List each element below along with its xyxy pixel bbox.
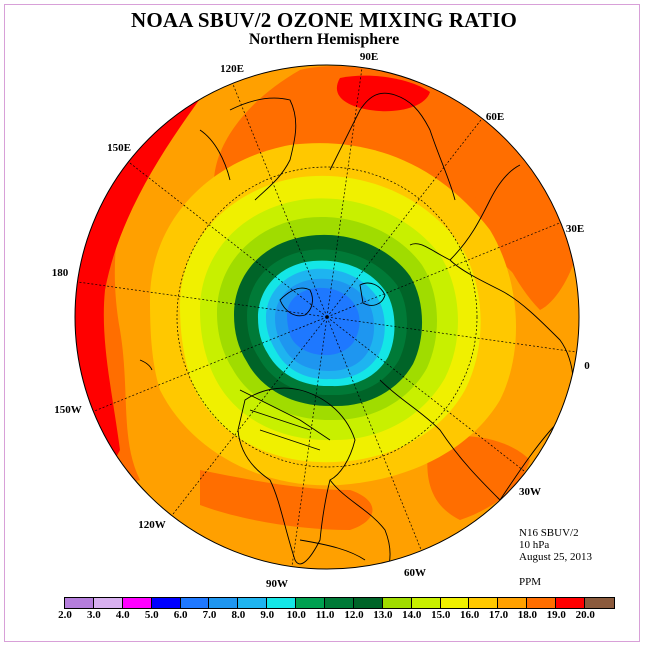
colorbar-tick-label: 6.0 xyxy=(173,609,188,621)
colorbar-tick-label: 2.0 xyxy=(58,609,72,621)
longitude-label: 30E xyxy=(566,223,584,235)
colorbar-tick-label: 10.0 xyxy=(286,609,306,621)
longitude-label: 150E xyxy=(107,142,131,154)
meridian-line xyxy=(93,316,328,412)
colorbar-swatch xyxy=(498,598,528,608)
colorbar-swatch xyxy=(238,598,268,608)
longitude-label: 60W xyxy=(404,567,426,579)
longitude-label: 120W xyxy=(138,519,166,531)
colorbar-swatch xyxy=(209,598,239,608)
colorbar-tick-label: 4.0 xyxy=(115,609,130,621)
colorbar-swatch xyxy=(65,598,94,608)
longitude-labels: 90E 60E 30E 0 30W 60W 90W 120W 150W 180 150E 120E xyxy=(52,51,591,590)
meridian-line xyxy=(232,83,328,318)
meridian-line xyxy=(326,67,363,318)
colorbar-tick-label: 9.0 xyxy=(260,609,275,621)
longitude-label: 0 xyxy=(584,360,590,372)
colorbar xyxy=(64,597,615,609)
instrument-label: N16 SBUV/2 xyxy=(519,527,579,539)
colorbar-tick-label: 11.0 xyxy=(315,609,335,621)
longitude-label: 90E xyxy=(360,51,378,63)
colorbar-swatch xyxy=(122,598,152,608)
colorbar-tick-label: 20.0 xyxy=(575,609,595,621)
figure-frame xyxy=(4,4,640,642)
colorbar-tick-label: 12.0 xyxy=(344,609,364,621)
meridian-line xyxy=(77,281,328,318)
colorbar-swatch xyxy=(93,598,123,608)
meridian-line xyxy=(326,316,577,353)
colorbar-swatch xyxy=(469,598,499,608)
meridian-line xyxy=(326,222,561,318)
longitude-label: 180 xyxy=(52,267,69,279)
colorbar-swatch xyxy=(411,598,441,608)
colorbar-swatch xyxy=(585,598,614,608)
colorbar-swatch xyxy=(180,598,210,608)
figure-title: NOAA SBUV/2 OZONE MIXING RATIO xyxy=(131,8,517,32)
colorbar-tick-label: 17.0 xyxy=(488,609,509,621)
colorbar-swatch xyxy=(353,598,383,608)
colorbar-tick-label: 14.0 xyxy=(402,609,422,621)
colorbar-swatch xyxy=(382,598,412,608)
date-label: August 25, 2013 xyxy=(519,551,593,563)
colorbar-swatch xyxy=(527,598,557,608)
graticule xyxy=(77,67,577,567)
units-label: PPM xyxy=(519,576,542,588)
colorbar-tick-label: 13.0 xyxy=(373,609,393,621)
colorbar-tick-label: 15.0 xyxy=(431,609,451,621)
colorbar-tick-label: 16.0 xyxy=(459,609,480,621)
longitude-label: 60E xyxy=(486,111,504,123)
colorbar-swatch xyxy=(556,598,586,608)
colorbar-swatch xyxy=(267,598,297,608)
longitude-label: 30W xyxy=(519,486,541,498)
longitude-label: 120E xyxy=(220,63,244,75)
colorbar-tick-label: 5.0 xyxy=(144,609,159,621)
colorbar-tick-label: 3.0 xyxy=(87,609,101,621)
meridian-line xyxy=(326,316,422,551)
meridian-line xyxy=(326,118,483,318)
meridian-line xyxy=(128,161,328,318)
longitude-label: 90W xyxy=(266,578,288,590)
latitude-circle xyxy=(176,166,478,468)
colorbar-swatch xyxy=(151,598,181,608)
colorbar-swatch xyxy=(325,598,354,608)
colorbar-tick-label: 8.0 xyxy=(231,609,246,621)
colorbar-tick-label: 19.0 xyxy=(546,609,566,621)
colorbar-swatch xyxy=(440,598,470,608)
colorbar-tick-label: 18.0 xyxy=(517,609,538,621)
meridian-line xyxy=(291,316,328,567)
colorbar-tick-label: 7.0 xyxy=(202,609,217,621)
figure-subtitle: Northern Hemisphere xyxy=(248,31,400,48)
longitude-label: 150W xyxy=(54,404,82,416)
map-boundary xyxy=(74,64,580,570)
pressure-level-label: 10 hPa xyxy=(519,539,550,551)
colorbar-swatch xyxy=(296,598,326,608)
